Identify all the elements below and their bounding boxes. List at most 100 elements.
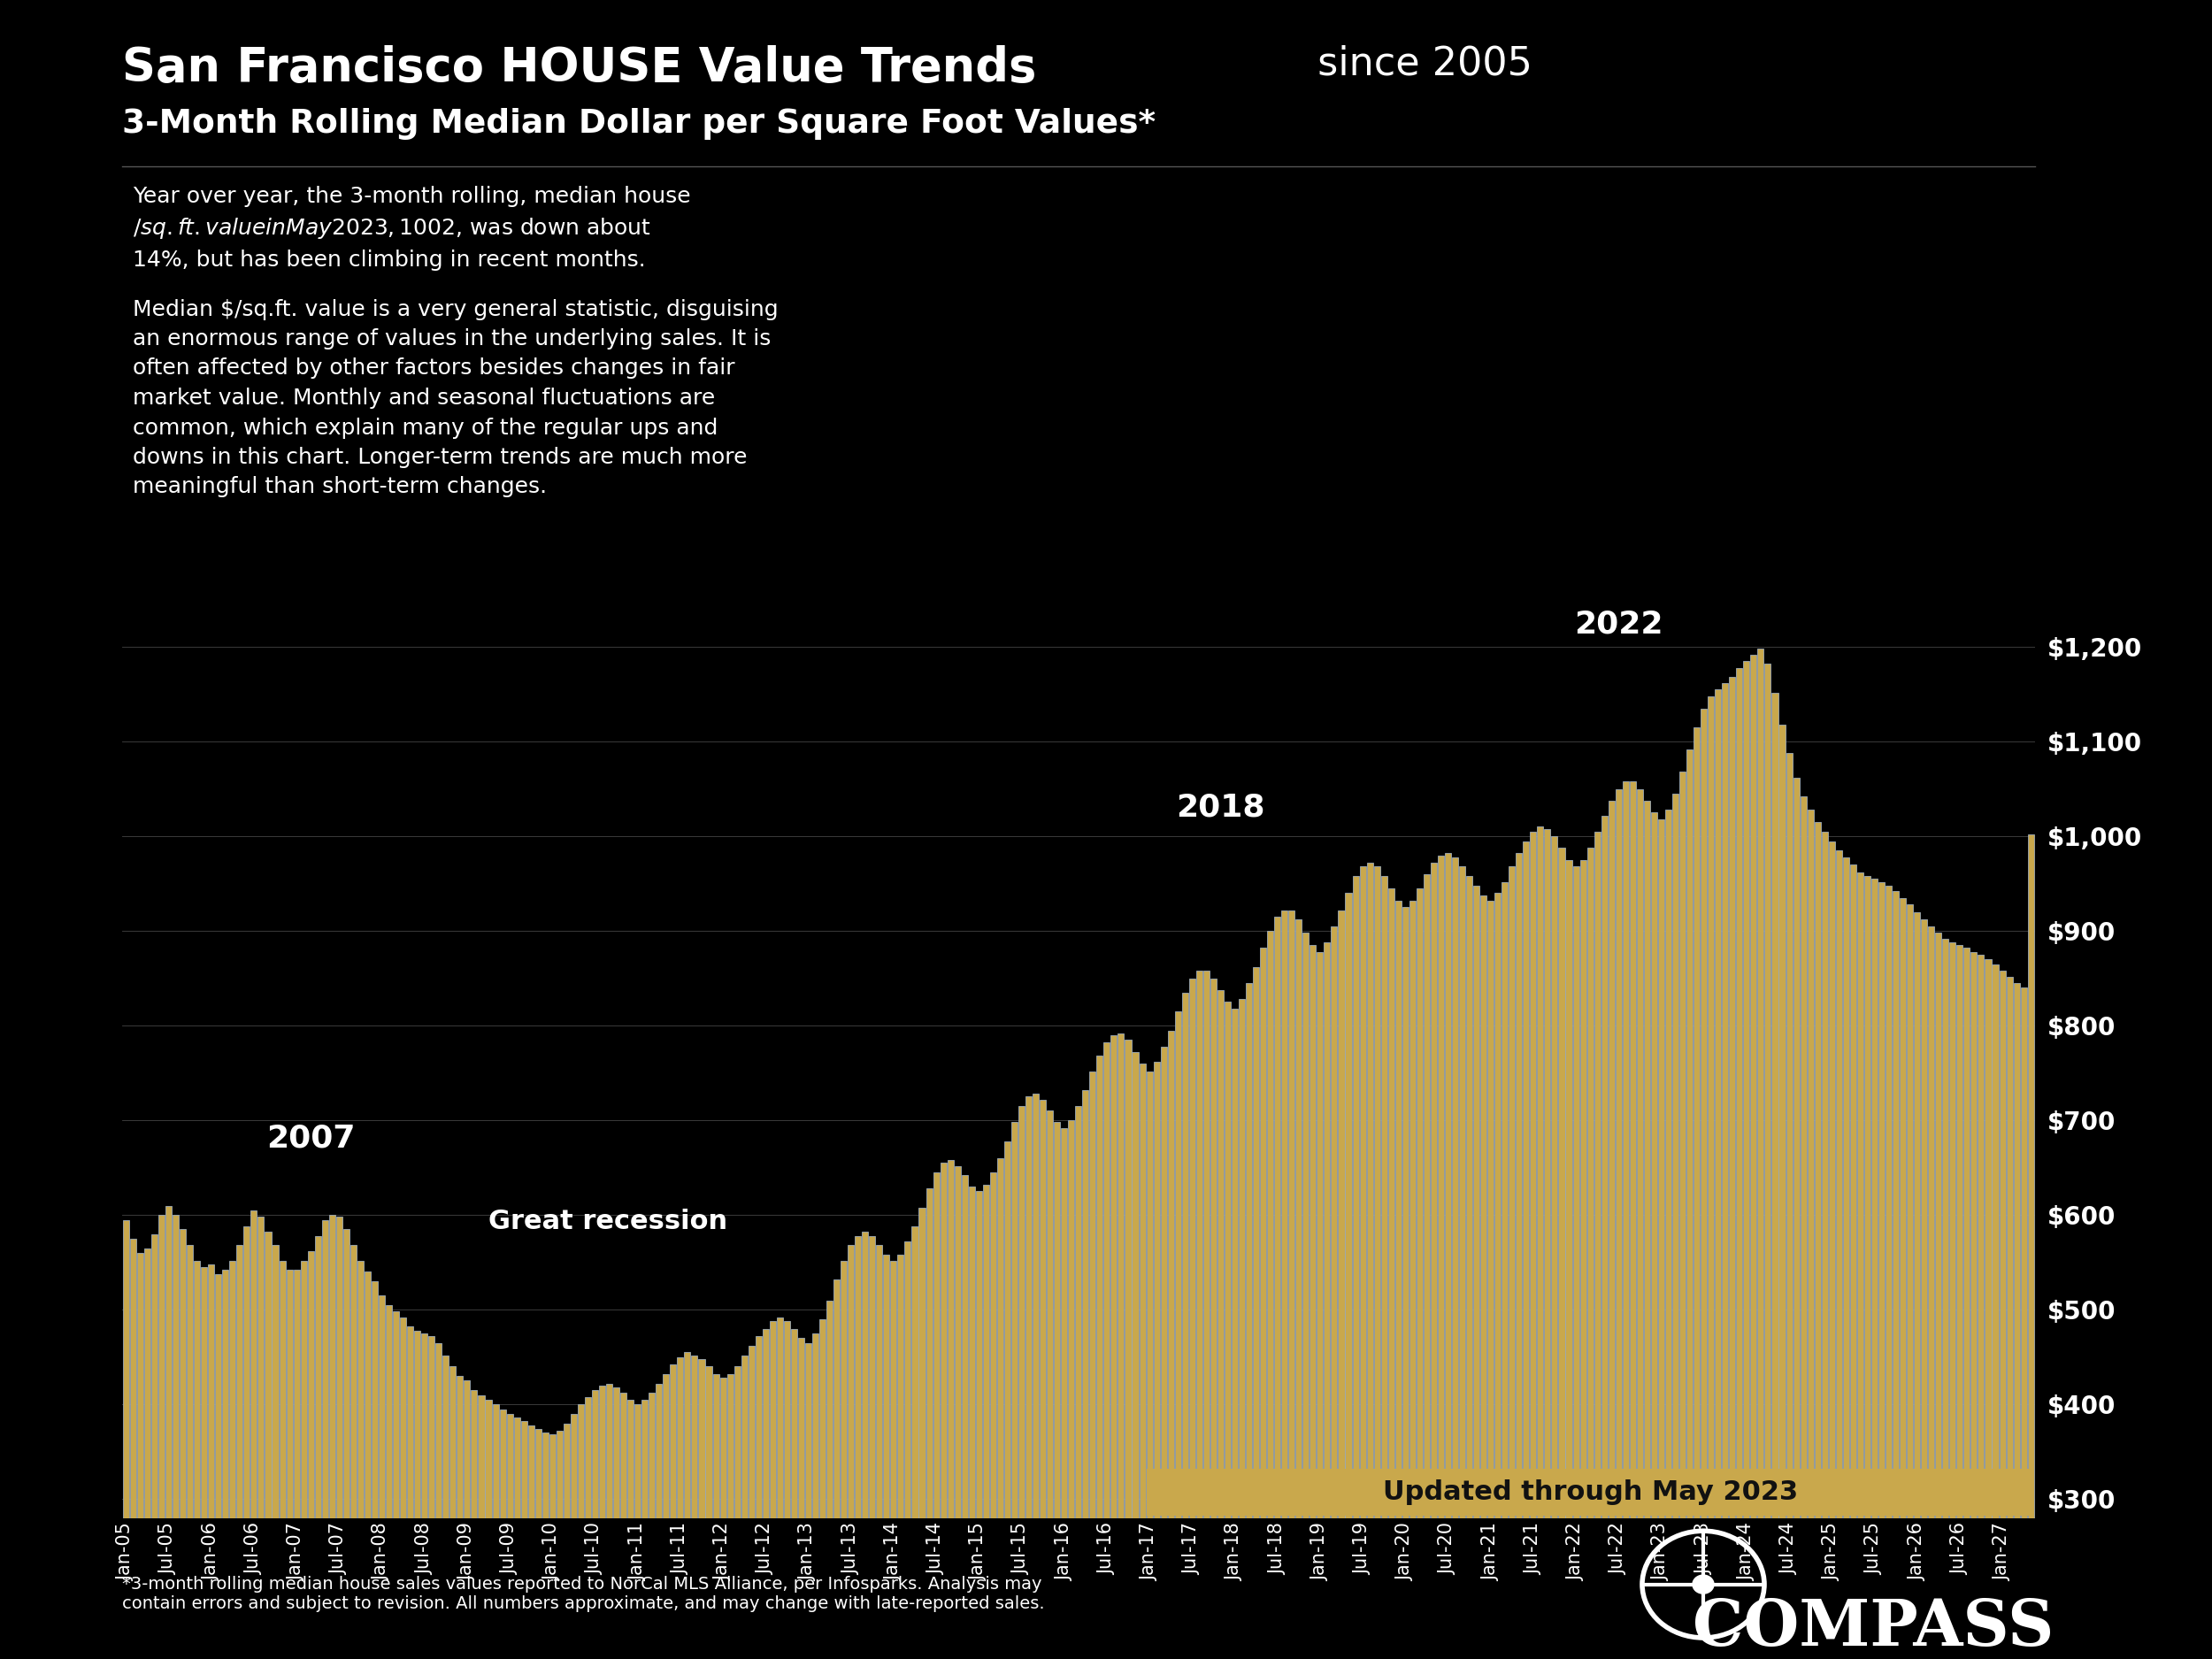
Bar [699, 1359, 706, 1518]
Bar [982, 1185, 989, 1518]
Bar [911, 1226, 918, 1518]
Bar [279, 1261, 285, 1518]
Bar [1794, 778, 1798, 1518]
Bar [1033, 1093, 1040, 1518]
Bar [883, 1254, 889, 1518]
Bar [265, 1233, 272, 1518]
Bar [584, 1397, 591, 1518]
Bar [728, 1374, 732, 1518]
Bar [818, 1319, 825, 1518]
Bar [1624, 781, 1628, 1518]
Bar [1984, 959, 1991, 1518]
Bar [1829, 841, 1836, 1518]
Bar [2000, 971, 2006, 1518]
Bar [420, 1334, 427, 1518]
Bar [173, 1214, 179, 1518]
Bar [520, 1422, 526, 1518]
Bar [549, 1435, 555, 1518]
Bar [1281, 911, 1287, 1518]
Bar [1486, 901, 1493, 1518]
Bar [1352, 876, 1358, 1518]
Bar [1139, 1063, 1146, 1518]
Bar [776, 1317, 783, 1518]
Bar [799, 1339, 805, 1518]
Bar [1630, 781, 1637, 1518]
Bar [1878, 881, 1885, 1518]
Bar [1721, 684, 1728, 1518]
Bar [1203, 971, 1210, 1518]
Bar [1772, 692, 1778, 1518]
Bar [577, 1405, 584, 1518]
Bar [1579, 859, 1586, 1518]
Bar [805, 1342, 812, 1518]
Text: since 2005: since 2005 [1305, 45, 1533, 83]
Bar [677, 1357, 684, 1518]
Bar [484, 1400, 491, 1518]
Bar [1053, 1121, 1060, 1518]
Bar [1865, 876, 1871, 1518]
Bar [1615, 790, 1621, 1518]
Bar [150, 1234, 157, 1518]
Bar [2006, 977, 2013, 1518]
Bar [1971, 952, 1978, 1518]
Bar [1515, 853, 1522, 1518]
Bar [1666, 810, 1672, 1518]
Bar [1573, 866, 1579, 1518]
Bar [619, 1394, 626, 1518]
Bar [1360, 866, 1365, 1518]
Bar [1765, 664, 1772, 1518]
Bar [1708, 697, 1714, 1518]
Bar [314, 1236, 321, 1518]
Bar [307, 1251, 314, 1518]
Bar [442, 1355, 449, 1518]
Bar [876, 1246, 883, 1518]
Bar [969, 1186, 975, 1518]
Bar [1586, 848, 1593, 1518]
Bar [1075, 1107, 1082, 1518]
Bar [1133, 1052, 1139, 1518]
Bar [1694, 727, 1699, 1518]
Bar [208, 1264, 215, 1518]
Bar [535, 1428, 542, 1518]
Bar [869, 1236, 876, 1518]
Bar [1232, 1009, 1239, 1518]
Bar [2020, 987, 2026, 1518]
Bar [400, 1317, 407, 1518]
Bar [1531, 831, 1537, 1518]
Text: COMPASS: COMPASS [1692, 1596, 2053, 1659]
Bar [1252, 967, 1259, 1518]
Bar [1287, 911, 1294, 1518]
Bar [933, 1173, 940, 1518]
Bar [1893, 891, 1898, 1518]
Bar [1161, 1047, 1166, 1518]
Bar [1152, 1062, 1159, 1518]
Bar [124, 1219, 128, 1518]
Bar [1807, 810, 1814, 1518]
Bar [1387, 888, 1394, 1518]
Bar [1026, 1097, 1031, 1518]
Bar [741, 1355, 748, 1518]
Bar [285, 1269, 292, 1518]
Bar [1197, 971, 1203, 1518]
Bar [905, 1241, 911, 1518]
Bar [1168, 1030, 1175, 1518]
Bar [827, 1301, 832, 1518]
Bar [144, 1248, 150, 1518]
Bar [975, 1191, 982, 1518]
Bar [237, 1246, 243, 1518]
Bar [1495, 893, 1500, 1518]
Bar [918, 1208, 925, 1518]
Bar [1303, 932, 1310, 1518]
Bar [1778, 725, 1785, 1518]
Bar [962, 1175, 969, 1518]
Bar [613, 1387, 619, 1518]
Bar [2028, 834, 2033, 1518]
Bar [449, 1367, 456, 1518]
Bar [1416, 888, 1422, 1518]
Bar [1040, 1100, 1046, 1518]
Bar [131, 1239, 137, 1518]
Bar [1843, 858, 1849, 1518]
Bar [657, 1384, 661, 1518]
Bar [564, 1423, 571, 1518]
Bar [1062, 1128, 1066, 1518]
